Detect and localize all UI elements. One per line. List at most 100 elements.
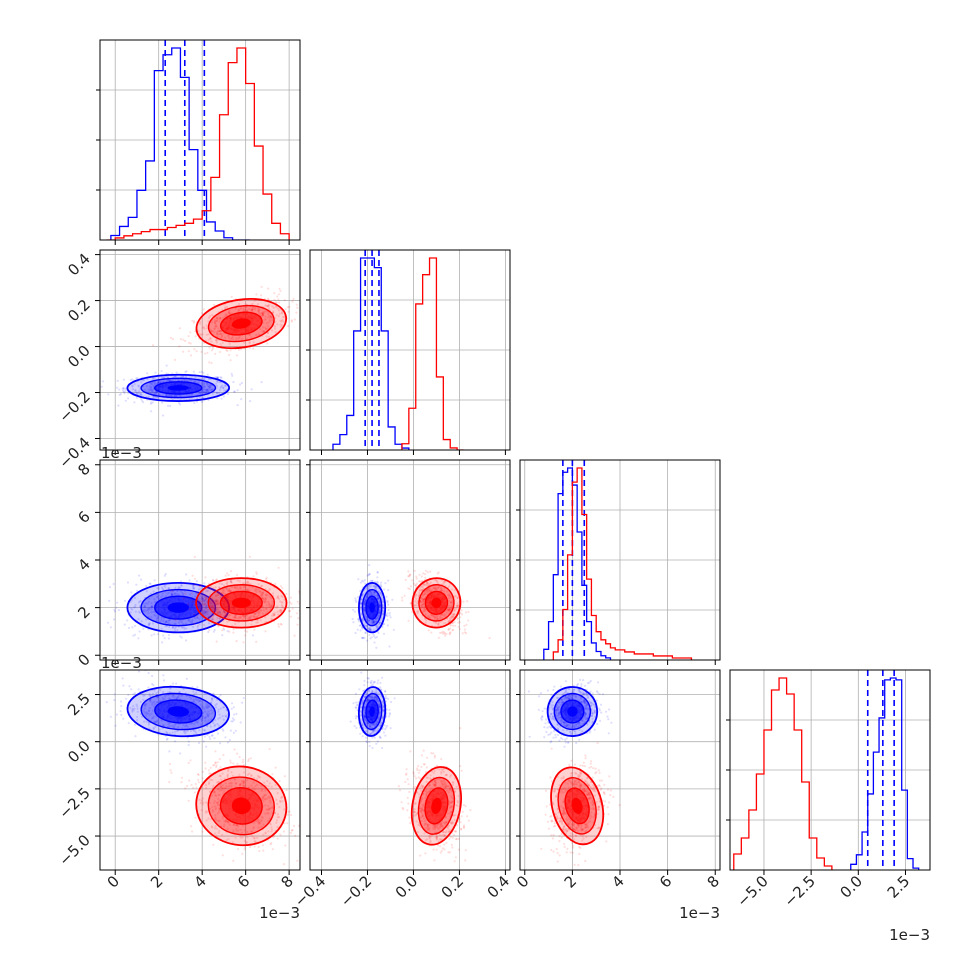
x-tick-label: 2.5 xyxy=(884,872,914,902)
contour-level xyxy=(553,692,592,731)
contour-level xyxy=(219,590,263,615)
density-fill xyxy=(231,318,251,329)
contour-level xyxy=(126,373,231,402)
y-tick-label: 2 xyxy=(74,603,93,622)
contour-level xyxy=(424,590,449,615)
contour-level xyxy=(550,766,605,846)
contour-level xyxy=(557,777,597,835)
x-tick-label: −5.0 xyxy=(733,872,771,910)
histogram-series-1 xyxy=(543,467,612,660)
contour-level xyxy=(418,584,455,622)
y-offset-label: 1e−3 xyxy=(101,444,142,462)
scatter-panel-3-1 xyxy=(100,460,300,660)
x-tick-label: 8 xyxy=(704,872,723,891)
y-tick-label: 6 xyxy=(74,507,93,526)
x-offset-label: 1e−3 xyxy=(679,904,720,922)
contour-level xyxy=(410,766,462,846)
density-fill xyxy=(567,706,578,717)
contour-level xyxy=(195,298,288,350)
contour-level xyxy=(564,787,590,825)
y-tick-label: 0.0 xyxy=(64,342,94,372)
x-tick-label: 6 xyxy=(656,872,675,891)
contour-level xyxy=(140,692,217,731)
x-tick-label: 0.4 xyxy=(484,872,514,902)
y-tick-label: 0.4 xyxy=(64,250,94,280)
scatter-panel-4-2 xyxy=(310,670,510,870)
density-fill xyxy=(369,602,375,613)
y-tick-label: −0.2 xyxy=(55,388,93,426)
x-tick-label: 4 xyxy=(191,872,210,891)
contour-level xyxy=(154,699,203,724)
histogram-series-1 xyxy=(850,677,920,870)
x-offset-label: 1e−3 xyxy=(889,926,930,944)
contour-level xyxy=(546,686,599,737)
y-tick-label: −2.5 xyxy=(55,784,93,822)
x-tick-label: −0.4 xyxy=(291,872,329,910)
contour-level xyxy=(411,577,462,629)
contour-level xyxy=(207,584,276,622)
density-fill xyxy=(167,706,190,717)
histogram-series-2 xyxy=(401,257,465,450)
histogram-series-1 xyxy=(110,47,250,240)
x-offset-label: 1e−3 xyxy=(259,904,300,922)
contour-level xyxy=(357,686,387,737)
scatter-panel-4-1 xyxy=(100,670,300,870)
histogram-panel-4 xyxy=(730,670,930,870)
histogram-series-2 xyxy=(733,677,833,870)
x-tick-label: 4 xyxy=(608,872,627,891)
density-fill xyxy=(167,602,190,613)
x-tick-label: 2 xyxy=(147,872,166,891)
y-tick-label: 0.0 xyxy=(64,737,94,767)
contour-level xyxy=(424,787,449,825)
x-tick-label: 0 xyxy=(513,872,532,891)
x-tick-label: −0.2 xyxy=(337,872,375,910)
histogram-series-2 xyxy=(106,47,290,240)
contour-level xyxy=(154,381,203,395)
density-fill xyxy=(431,797,442,815)
y-tick-label: 2.5 xyxy=(64,690,94,720)
contour-level xyxy=(560,699,585,724)
density-fill xyxy=(167,385,190,391)
x-tick-label: 0.2 xyxy=(438,872,468,902)
contour-level xyxy=(365,699,379,724)
y-tick-label: 4 xyxy=(74,555,93,574)
contour-level xyxy=(140,377,217,399)
contour-level xyxy=(140,588,217,627)
density-fill xyxy=(231,797,251,815)
y-tick-label: 8 xyxy=(74,460,93,479)
density-fill xyxy=(571,797,583,814)
contour-level xyxy=(195,765,288,847)
contour-level xyxy=(361,692,383,731)
histogram-panel-2 xyxy=(310,250,510,450)
contour-level xyxy=(417,776,456,835)
y-tick-label: −5.0 xyxy=(55,831,93,869)
x-tick-label: 6 xyxy=(234,872,253,891)
density-fill xyxy=(369,706,375,717)
histogram-panel-1 xyxy=(100,40,300,240)
y-tick-label: 0.2 xyxy=(64,296,94,326)
contour-level xyxy=(219,786,263,825)
contour-level xyxy=(207,776,275,836)
x-tick-label: −2.5 xyxy=(780,872,818,910)
x-tick-label: 0 xyxy=(104,872,123,891)
density-fill xyxy=(431,597,442,609)
density-fill xyxy=(231,597,251,609)
x-tick-label: 0.0 xyxy=(392,872,422,902)
contour-level xyxy=(126,685,230,738)
x-tick-label: 8 xyxy=(277,872,296,891)
histogram-series-1 xyxy=(332,257,410,450)
contour-level xyxy=(358,581,387,634)
contour-level xyxy=(365,595,379,620)
histogram-series-2 xyxy=(552,467,693,660)
contour-level xyxy=(219,311,263,336)
scatter-panel-4-3 xyxy=(520,670,720,870)
contour-level xyxy=(361,588,383,627)
x-tick-label: 2 xyxy=(561,872,580,891)
x-tick-label: 0.0 xyxy=(837,872,867,902)
panel-frame xyxy=(309,669,511,871)
scatter-panel-2-1 xyxy=(100,250,300,450)
panel-frame xyxy=(99,669,301,871)
contour-level xyxy=(207,304,275,343)
contour-level xyxy=(195,577,288,629)
y-tick-label: 0 xyxy=(74,650,93,669)
